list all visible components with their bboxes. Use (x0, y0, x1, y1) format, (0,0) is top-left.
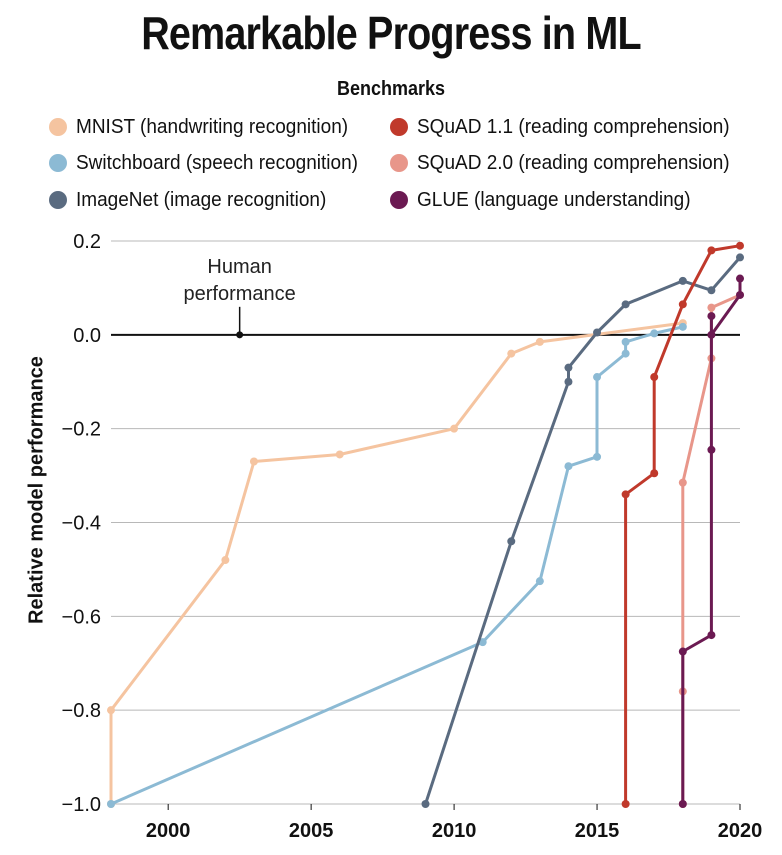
data-point-series-4 (707, 303, 716, 312)
data-point-series-1 (650, 329, 659, 338)
data-point-series-3 (736, 241, 744, 250)
data-point-series-5 (707, 330, 716, 339)
data-point-series-2 (621, 300, 630, 309)
y-tick-label: −1.0 (62, 794, 101, 816)
x-tick-label: 2020 (718, 820, 763, 842)
y-tick-label: 0.2 (73, 231, 101, 253)
legend-item-mnist: MNIST (handwriting recognition) (49, 110, 362, 144)
legend-marker-imagenet (49, 191, 67, 209)
data-point-series-5 (707, 312, 716, 321)
data-point-series-3 (621, 800, 630, 808)
data-point-series-1 (107, 800, 115, 808)
data-point-series-5 (707, 445, 716, 454)
data-point-series-1 (678, 322, 687, 331)
data-point-series-0 (507, 349, 516, 358)
data-point-series-3 (678, 300, 687, 309)
data-point-series-1 (593, 373, 602, 382)
legend-marker-switchboard (49, 154, 67, 172)
legend-item-glue: GLUE (language understanding) (390, 183, 705, 217)
legend-label-squad20: SQuAD 2.0 (reading comprehension) (417, 151, 730, 174)
annotation-label: Human (207, 256, 271, 278)
legend-marker-glue (390, 191, 408, 209)
legend-item-squad20: SQuAD 2.0 (reading comprehension) (390, 146, 746, 180)
data-point-series-2 (421, 800, 430, 808)
data-point-series-2 (593, 328, 602, 337)
data-point-series-0 (450, 424, 459, 433)
chart-title: Remarkable Progress in ML (141, 7, 641, 59)
data-point-series-3 (707, 246, 716, 255)
legend-item-squad11: SQuAD 1.1 (reading comprehension) (390, 110, 746, 144)
y-tick-label: −0.4 (62, 513, 101, 535)
data-point-series-5 (736, 274, 744, 283)
y-tick-label: −0.8 (62, 700, 101, 722)
data-point-series-4 (678, 478, 687, 487)
data-point-series-1 (621, 337, 630, 346)
data-point-series-2 (707, 286, 716, 295)
data-point-series-2 (678, 276, 687, 285)
legend-label-squad11: SQuAD 1.1 (reading comprehension) (417, 115, 730, 138)
annotation-point (236, 331, 244, 339)
data-point-series-3 (650, 373, 659, 382)
legend-title: Benchmarks (336, 78, 446, 100)
data-point-series-0 (221, 556, 230, 565)
legend-label-imagenet: ImageNet (image recognition) (76, 188, 327, 211)
series-line-2 (424, 255, 742, 806)
data-point-series-0 (249, 457, 258, 466)
data-point-series-2 (564, 377, 573, 386)
data-point-series-5 (678, 647, 687, 656)
legend-label-switchboard: Switchboard (speech recognition) (76, 151, 358, 174)
data-point-series-1 (564, 462, 573, 471)
data-point-series-5 (678, 800, 687, 808)
legend: MNIST (handwriting recognition) Switchbo… (0, 110, 782, 222)
data-point-series-0 (335, 450, 344, 459)
data-point-series-1 (621, 349, 630, 358)
data-point-series-5 (707, 631, 716, 640)
x-tick-label: 2010 (432, 820, 477, 842)
data-point-series-0 (535, 337, 544, 346)
data-point-series-1 (593, 452, 602, 461)
x-tick-label: 2005 (289, 820, 334, 842)
annotation-label: performance (184, 283, 296, 305)
data-point-series-0 (107, 706, 115, 715)
legend-label-mnist: MNIST (handwriting recognition) (76, 115, 349, 138)
legend-item-switchboard: Switchboard (speech recognition) (49, 146, 373, 180)
legend-marker-squad11 (390, 118, 408, 136)
data-point-series-3 (621, 490, 630, 499)
data-point-series-1 (478, 638, 487, 647)
data-point-series-2 (564, 363, 573, 372)
legend-marker-mnist (49, 118, 67, 136)
x-tick-label: 2000 (146, 820, 191, 842)
data-point-series-3 (650, 469, 659, 478)
data-point-series-2 (507, 537, 516, 546)
legend-label-glue: GLUE (language understanding) (417, 188, 691, 211)
legend-marker-squad20 (390, 154, 408, 172)
data-point-series-5 (736, 290, 744, 299)
series-line-1 (109, 325, 685, 806)
x-tick-label: 2015 (575, 820, 620, 842)
data-point-series-1 (535, 577, 544, 586)
y-tick-label: 0.0 (73, 325, 101, 347)
series-line-5 (681, 277, 742, 806)
y-tick-label: −0.2 (62, 419, 101, 441)
y-tick-label: −0.6 (62, 606, 101, 628)
data-point-series-2 (736, 253, 744, 262)
legend-item-imagenet: ImageNet (image recognition) (49, 183, 339, 217)
